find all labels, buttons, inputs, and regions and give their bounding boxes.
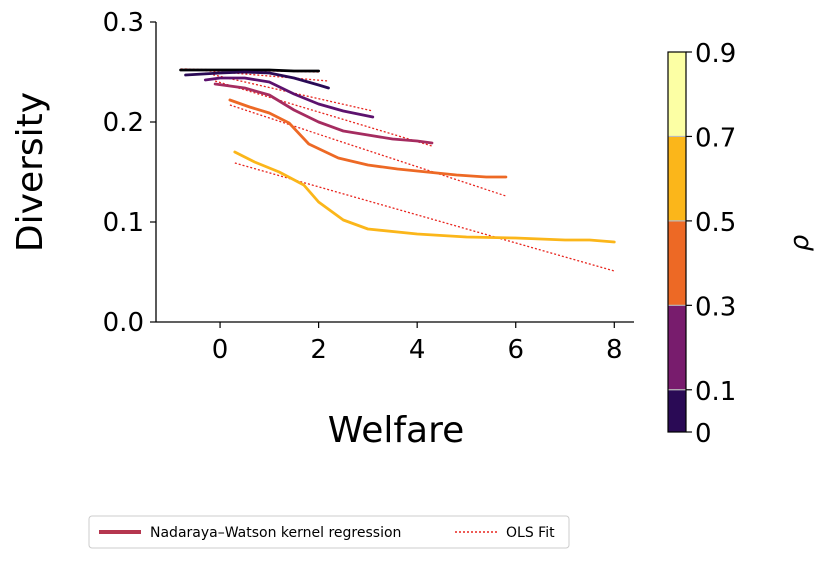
x-ticks-group: 0 2 4 6 8 <box>212 322 623 365</box>
legend-frame <box>88 515 570 549</box>
colorbar-band-1 <box>668 305 686 390</box>
y-ticks-group: 0.0 0.1 0.2 0.3 <box>103 8 156 338</box>
y-tick-label: 0.1 <box>103 208 144 238</box>
colorbar-band-2 <box>668 220 686 306</box>
colorbar: 0 0.1 0.3 0.5 0.7 0.9 <box>667 39 736 449</box>
y-tick-label: 0.2 <box>103 108 144 138</box>
colorbar-frame <box>667 51 687 433</box>
ols-fit-line-3 <box>214 80 433 147</box>
colorbar-label: ρ <box>785 234 815 251</box>
colorbar-band-3 <box>668 136 686 221</box>
y-tick-label: 0.3 <box>103 8 144 38</box>
kernel-regression-line-3 <box>213 82 434 145</box>
legend: Nadaraya–Watson kernel regression OLS Fi… <box>88 515 570 549</box>
kernel-regression-line-4 <box>228 98 508 179</box>
colorbar-tick-label: 0.7 <box>695 123 736 153</box>
colorbar-tick-label: 0.9 <box>695 39 736 69</box>
y-axis-label: Diversity <box>10 92 51 252</box>
colorbar-band-0 <box>668 389 686 432</box>
legend-kernel-label: Nadaraya–Watson kernel regression <box>150 525 401 541</box>
colorbar-tick-label: 0 <box>695 419 712 449</box>
kernel-regression-line-0 <box>179 68 321 73</box>
y-tick-label: 0.0 <box>103 308 144 338</box>
colorbar-tick-label: 0.3 <box>695 292 736 322</box>
kernel-regression-line-1 <box>184 70 330 90</box>
colorbar-tick-label: 0.5 <box>695 208 736 238</box>
x-tick-label: 8 <box>606 335 623 365</box>
colorbar-tick-label: 0.1 <box>695 377 736 407</box>
ols-fit-line-4 <box>229 104 507 197</box>
x-tick-label: 2 <box>310 335 327 365</box>
colorbar-band-4 <box>668 52 686 137</box>
x-tick-label: 6 <box>507 335 524 365</box>
x-tick-label: 4 <box>409 335 426 365</box>
kernel-regression-line-2 <box>203 76 375 119</box>
plot-series-group <box>179 68 616 272</box>
legend-ols-label: OLS Fit <box>506 525 555 541</box>
kernel-regression-line-5 <box>233 150 616 244</box>
x-axis-label: Welfare <box>328 410 465 451</box>
x-tick-label: 0 <box>212 335 229 365</box>
